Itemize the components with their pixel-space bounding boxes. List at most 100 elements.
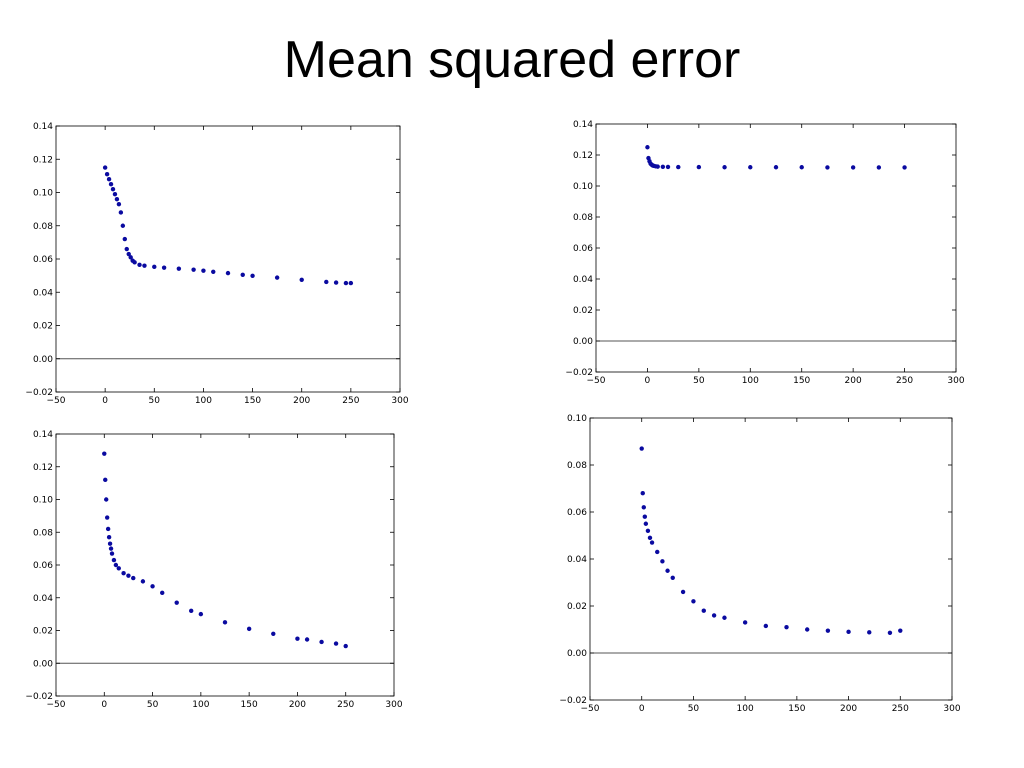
data-point xyxy=(240,272,245,277)
data-point xyxy=(639,446,644,451)
data-point xyxy=(160,590,165,596)
data-point xyxy=(274,275,280,280)
y-tick-label: 0.14 xyxy=(33,430,53,440)
chart-panel-bottom-right: −50 0 50 100 150 200 250 300 −0.02 0.00 0.02 0.04 0.… xyxy=(550,408,970,718)
data-point xyxy=(116,201,122,207)
data-point xyxy=(142,263,147,268)
data-point xyxy=(763,623,769,629)
x-tick-label: 50 xyxy=(149,396,161,406)
data-point xyxy=(645,145,650,150)
x-tick-label: 100 xyxy=(195,396,212,406)
y-tick-label: 0.06 xyxy=(567,508,587,518)
data-point xyxy=(784,624,789,630)
y-tick-label: 0.06 xyxy=(33,255,53,265)
x-tick-label: 100 xyxy=(742,376,759,386)
data-point xyxy=(124,246,129,252)
x-tick-label: 200 xyxy=(293,396,310,406)
data-point xyxy=(211,269,216,275)
chart-svg: −50 0 50 100 150 200 250 300 −0.02 0.00 0.02 0.04 0.… xyxy=(25,430,402,710)
data-point xyxy=(711,613,717,618)
data-point xyxy=(887,630,893,635)
data-point xyxy=(150,584,155,589)
data-point xyxy=(111,557,117,563)
data-point xyxy=(120,223,126,228)
data-point xyxy=(876,165,882,170)
y-tick-label: 0.00 xyxy=(573,337,593,347)
data-point xyxy=(116,566,121,571)
data-point xyxy=(696,164,702,170)
x-tick-label: 0 xyxy=(102,396,108,406)
y-tick-label: 0.08 xyxy=(33,222,53,232)
data-point xyxy=(333,641,339,646)
y-tick-label: −0.02 xyxy=(559,696,587,706)
slide-title: Mean squared error xyxy=(283,31,741,89)
y-tick-label: −0.02 xyxy=(25,692,53,702)
data-point xyxy=(319,639,324,645)
data-point xyxy=(665,568,670,573)
y-tick-label: 0.04 xyxy=(33,288,53,298)
data-point xyxy=(655,549,660,555)
data-point xyxy=(643,521,649,526)
data-point xyxy=(131,575,136,581)
data-point xyxy=(108,546,114,551)
data-point xyxy=(103,477,108,483)
data-point xyxy=(867,630,872,635)
y-tick-label: −0.02 xyxy=(565,368,593,378)
x-tick-label: 250 xyxy=(337,700,354,710)
x-tick-label: −50 xyxy=(587,376,606,386)
y-tick-label: 0.10 xyxy=(567,414,587,424)
data-point xyxy=(691,599,696,604)
data-point xyxy=(132,260,137,265)
data-point xyxy=(102,451,107,456)
x-tick-label: −50 xyxy=(47,700,66,710)
data-point xyxy=(109,551,115,556)
y-tick-label: 0.14 xyxy=(573,120,593,130)
data-point xyxy=(114,196,120,202)
data-point xyxy=(105,526,111,532)
x-tick-label: 300 xyxy=(391,396,408,406)
data-point xyxy=(176,266,182,271)
chart-panel-bottom-left: −50 0 50 100 150 200 250 300 −0.02 0.00 0.02 0.04 0.… xyxy=(20,422,430,717)
x-tick-label: 150 xyxy=(793,376,810,386)
y-tick-label: 0.08 xyxy=(567,461,587,471)
data-point xyxy=(647,535,653,541)
data-point xyxy=(174,600,179,605)
y-tick-label: 0.12 xyxy=(573,151,593,161)
data-point xyxy=(126,573,131,578)
data-point xyxy=(112,191,118,197)
data-point xyxy=(201,268,206,273)
data-point xyxy=(701,608,706,613)
chart-svg: −50 0 50 100 150 200 250 300 −0.02 0.00 0.02 0.04 0.… xyxy=(25,122,408,406)
data-point xyxy=(299,277,304,282)
y-tick-label: 0.00 xyxy=(567,649,587,659)
data-point xyxy=(324,279,329,285)
y-tick-label: 0.06 xyxy=(573,244,593,254)
y-tick-label: 0.04 xyxy=(567,555,587,565)
data-point xyxy=(846,629,851,635)
x-tick-label: −50 xyxy=(47,396,66,406)
data-point xyxy=(108,181,114,187)
x-tick-label: −50 xyxy=(581,704,600,714)
y-tick-label: 0.06 xyxy=(33,561,53,571)
y-tick-label: 0.08 xyxy=(33,528,53,538)
data-point xyxy=(722,165,727,170)
x-tick-label: 50 xyxy=(693,376,705,386)
x-tick-label: 0 xyxy=(639,704,645,714)
y-tick-label: 0.12 xyxy=(33,463,53,473)
y-tick-label: 0.08 xyxy=(573,213,593,223)
data-point xyxy=(676,164,681,170)
x-tick-label: 150 xyxy=(241,700,258,710)
y-tick-label: 0.04 xyxy=(33,594,53,604)
data-point xyxy=(161,265,167,270)
data-point xyxy=(110,186,116,192)
data-point xyxy=(742,620,748,625)
y-tick-label: 0.12 xyxy=(33,155,53,165)
y-tick-label: 0.04 xyxy=(573,275,593,285)
chart-svg: −50 0 50 100 150 200 250 300 −0.02 0.00 0.02 0.04 0.… xyxy=(565,120,964,386)
data-point xyxy=(902,165,907,170)
x-tick-label: 100 xyxy=(737,704,754,714)
data-point xyxy=(825,165,830,170)
data-point xyxy=(645,528,651,533)
data-point xyxy=(304,637,310,642)
data-point xyxy=(107,541,113,546)
